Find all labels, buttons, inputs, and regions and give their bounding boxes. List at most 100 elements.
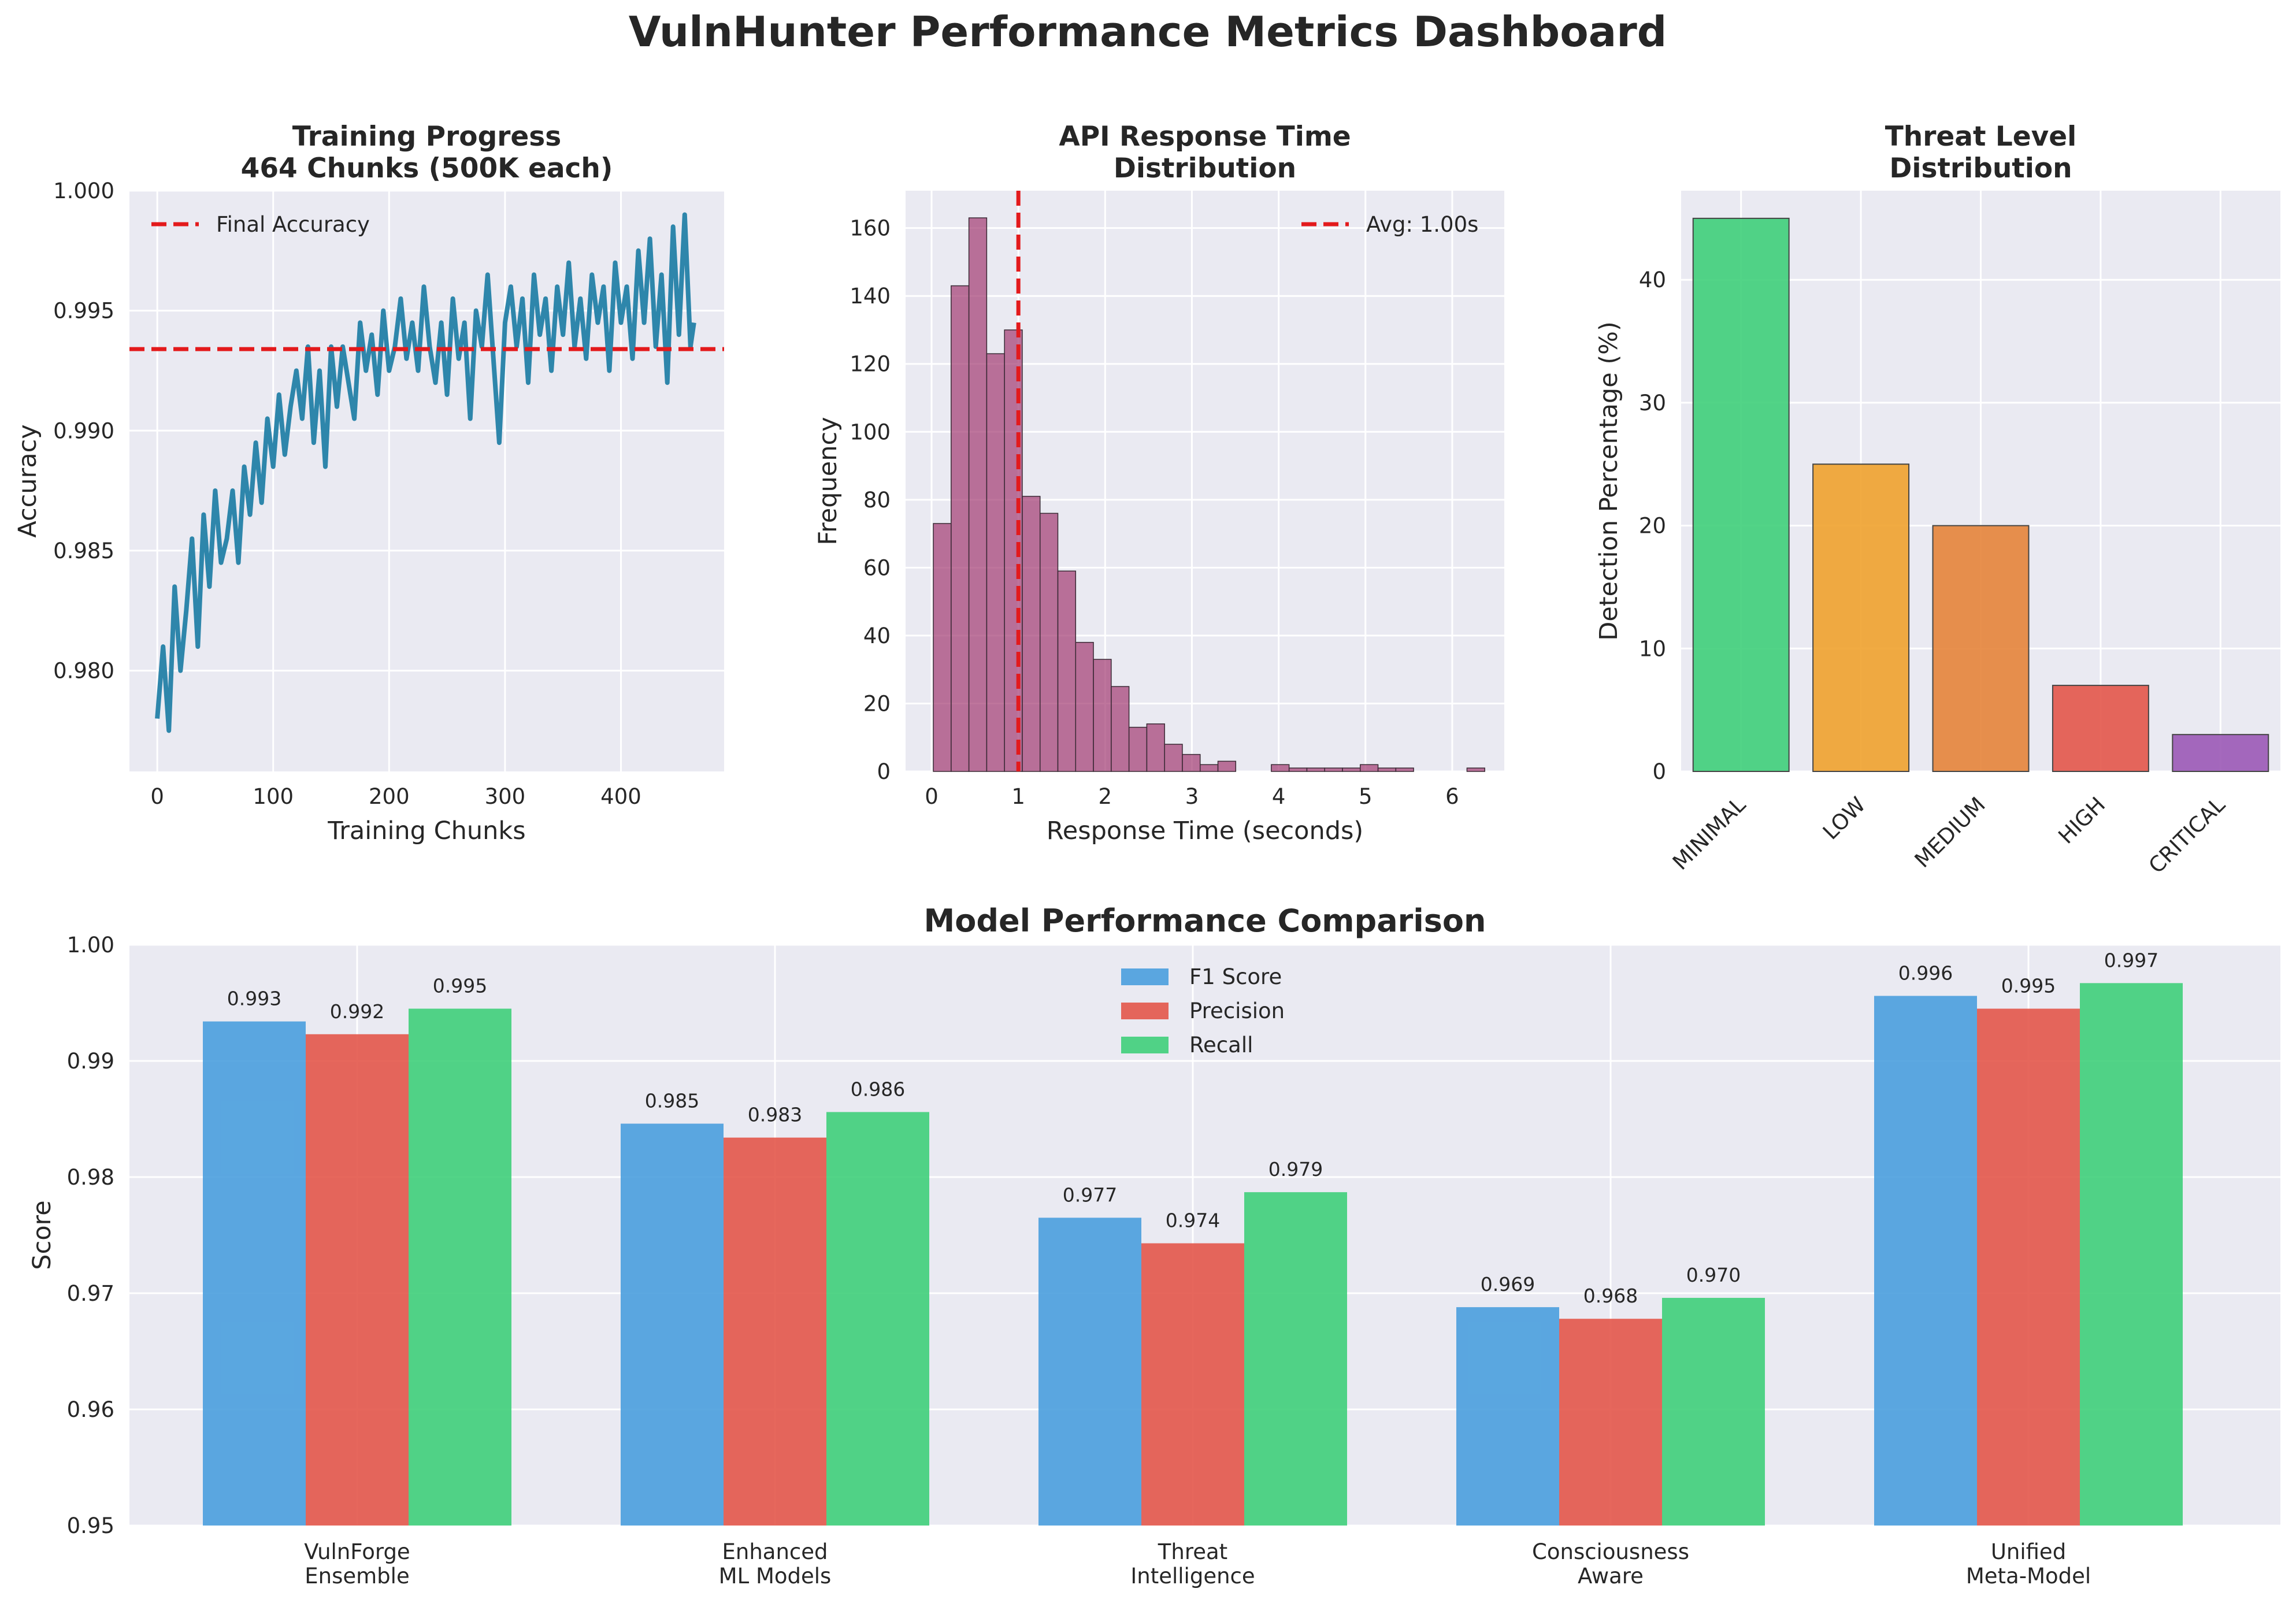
y-axis-label: Frequency [814,417,843,545]
metric-bar [1244,1192,1347,1526]
threat-bar [2172,734,2269,772]
histogram-bar [968,217,988,772]
model-performance-title: Model Performance Comparison [924,903,1486,939]
metric-bar [1141,1243,1244,1526]
histogram-bar [1288,767,1308,772]
y-tick-label: 60 [863,555,891,580]
metric-bar [1038,1218,1141,1526]
x-tick-label: 6 [1445,784,1459,809]
dashboard-title: VulnHunter Performance Metrics Dashboard [629,8,1667,56]
y-tick-label: 10 [1639,636,1666,661]
y-tick-label: 1.000 [53,179,114,203]
training-progress-title: Training Progress 464 Chunks (500K each) [241,121,613,184]
x-tick-label: 1 [1011,784,1025,809]
y-tick-label: 0.95 [67,1513,114,1538]
bar-value-label: 0.977 [1063,1183,1117,1206]
y-tick-label: 80 [863,488,891,513]
metric-bar [1662,1298,1765,1526]
x-tick-label: Enhanced ML Models [719,1539,832,1589]
y-tick-label: 0.990 [53,418,114,443]
threat-bar [1932,525,2030,772]
bar-value-label: 0.979 [1268,1158,1323,1181]
x-tick-label: Unified Meta-Model [1966,1539,2091,1589]
threat-level-title: Threat Level Distribution [1885,121,2077,184]
bar-value-label: 0.986 [851,1078,905,1100]
y-tick-label: 0.97 [67,1281,114,1306]
x-axis-label: Training Chunks [327,817,525,845]
bar-value-label: 0.996 [1898,962,1953,984]
x-tick-label: 400 [600,784,641,809]
histogram-bar [1111,686,1130,772]
y-tick-label: 1.00 [67,933,114,957]
metric-bar [203,1021,306,1526]
histogram-bar [1039,513,1059,772]
x-tick-label: Consciousness Aware [1532,1539,1689,1589]
metric-bar [1456,1307,1559,1526]
x-tick-label: 5 [1359,784,1373,809]
y-axis-label: Detection Percentage (%) [1594,321,1623,641]
metric-bar [621,1123,724,1526]
api-response-title: API Response Time Distribution [1059,121,1351,184]
bar-value-label: 0.993 [227,988,281,1010]
bar-value-label: 0.992 [330,1000,384,1023]
bar-value-label: 0.974 [1166,1209,1220,1232]
y-tick-label: 0.995 [53,299,114,324]
histogram-bar [1271,764,1290,772]
metric-bar [1977,1008,2080,1526]
histogram-bar [1182,754,1201,772]
histogram-bar [1164,744,1183,772]
legend-swatch [1121,1003,1169,1019]
bar-value-label: 0.995 [2001,975,2056,997]
metric-bar [1559,1319,1662,1526]
threat-bar [2052,685,2149,772]
y-tick-label: 100 [850,420,891,444]
training-progress-panel: 0 100 200 300 400 0.980 0.985 0.990 0.995 1.000 Tr… [13,121,724,845]
legend-label: Recall [1189,1033,1253,1057]
histogram-bar [1306,767,1325,772]
histogram-bar [986,353,1005,772]
legend-label: Avg: 1.00s [1366,212,1478,237]
metric-bar [1874,996,1977,1526]
threat-bar [1812,463,1910,772]
y-tick-label: 40 [1639,268,1666,292]
y-tick-label: 0 [877,759,891,784]
histogram-bar [1093,659,1112,772]
y-tick-label: 40 [863,623,891,648]
metric-bar [409,1008,511,1526]
metric-bar [826,1112,929,1526]
x-tick-label: 0 [150,784,164,809]
bar-value-label: 0.969 [1481,1273,1535,1296]
bar-value-label: 0.995 [433,975,487,997]
y-tick-label: 20 [1639,514,1666,539]
y-tick-label: 140 [850,284,891,309]
metric-bar [306,1034,409,1526]
legend-swatch [1121,1037,1169,1053]
y-tick-label: 160 [850,216,891,241]
threat-level-panel: MINIMAL LOW MEDIUM HIGH CRITICAL010203040Thr… [1594,121,2280,878]
metric-bar [724,1137,826,1526]
accuracy-line [155,212,696,733]
x-tick-label: 2 [1099,784,1112,809]
model-performance-panel: 0.993 0.992 0.995 VulnForge Ensemble 0.985 0.9… [28,903,2280,1589]
y-axis-label: Score [28,1200,57,1270]
y-tick-label: 120 [850,352,891,377]
legend-label: F1 Score [1189,964,1282,989]
histogram-bar [1466,767,1485,772]
y-tick-label: 0.96 [67,1397,114,1422]
legend-swatch [1121,968,1169,985]
x-tick-label: Threat Intelligence [1130,1539,1255,1589]
x-tick-label: 300 [485,784,526,809]
histogram-bar [933,523,952,772]
y-tick-label: 0.980 [53,659,114,684]
histogram-bar [1360,764,1379,772]
x-tick-label: 200 [369,784,410,809]
bar-value-label: 0.997 [2104,949,2158,971]
x-axis-label: Response Time (seconds) [1047,817,1363,845]
histogram-bar [1324,767,1343,772]
threat-bar [1692,217,1790,773]
bar-value-label: 0.968 [1583,1285,1638,1307]
histogram-bar [1022,496,1041,772]
histogram-bar [1377,767,1397,772]
x-tick-label: VulnForge Ensemble [304,1539,410,1589]
